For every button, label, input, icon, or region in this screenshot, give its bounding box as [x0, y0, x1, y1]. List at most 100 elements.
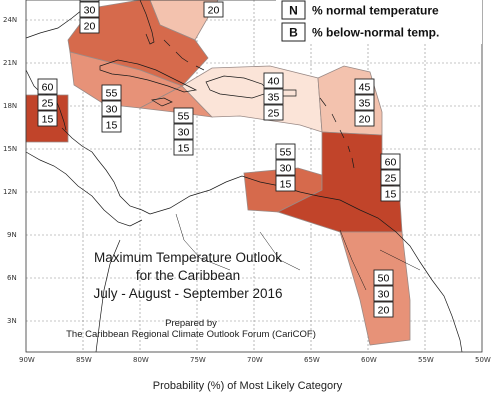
value-text-trinidad: 15 — [385, 189, 397, 201]
value-box-top-left — [79, 0, 100, 2]
value-box-top-left — [79, 1, 100, 18]
legend-key-normal: N — [289, 4, 298, 18]
value-text-hispaniola: 40 — [268, 76, 280, 88]
value-box-guianas — [373, 269, 394, 286]
value-box-jamaica — [173, 139, 194, 156]
value-box-hispaniola — [263, 88, 284, 105]
lon-label: 50W — [475, 356, 491, 364]
credit-line: The Caribbean Regional Climate Outlook F… — [66, 329, 316, 340]
value-box-guianas — [373, 301, 394, 318]
value-box-belize — [37, 94, 58, 111]
value-text-top-left: 50 — [84, 0, 96, 1]
value-text-central-west: 30 — [106, 104, 118, 116]
lon-label: 65W — [304, 356, 320, 364]
value-box-central-west — [101, 84, 122, 101]
legend-key-box — [281, 0, 306, 20]
value-box-abc-islands — [275, 175, 296, 192]
value-text-lesser-antilles-north: 45 — [359, 82, 371, 94]
value-text-hispaniola: 25 — [268, 108, 280, 120]
value-box-belize — [37, 110, 58, 127]
coast-jamaica — [151, 97, 173, 107]
value-text-lesser-antilles-north: 35 — [359, 98, 371, 110]
value-text-top-left: 20 — [84, 21, 96, 33]
legend-key-below: B — [289, 26, 298, 40]
lat-label: 18N — [3, 102, 17, 110]
value-text-trinidad: 25 — [385, 173, 397, 185]
legend: N % normal temperature B % below-normal … — [276, 0, 482, 44]
coast-central-america — [61, 127, 151, 215]
value-boxes: 20 50 30 20 60 25 15 55 30 15 55 30 15 40 35 25 45 35 20 55… — [37, 0, 401, 318]
value-box-trinidad — [380, 169, 401, 186]
value-text-jamaica: 15 — [178, 143, 190, 155]
legend-text-normal: % normal temperature — [312, 4, 439, 18]
credit-line: Prepared by — [165, 318, 217, 329]
map-frame — [25, 0, 483, 353]
lon-label: 90W — [19, 356, 35, 364]
lat-label: 24N — [3, 16, 17, 24]
value-box-central-west — [101, 116, 122, 133]
value-text-belize: 25 — [42, 98, 54, 110]
value-box-belize — [37, 78, 58, 95]
coast-bahamas — [163, 39, 205, 71]
title-line: for the Caribbean — [136, 268, 240, 283]
value-box-guianas — [373, 285, 394, 302]
coast-south-america-pacific — [95, 239, 121, 353]
value-text-guianas: 50 — [378, 273, 390, 285]
lat-label: 6N — [7, 274, 17, 282]
value-box-top-left — [79, 17, 100, 34]
value-text-central-west: 55 — [106, 88, 118, 100]
lon-label: 55W — [418, 356, 434, 364]
lon-label: 60W — [361, 356, 377, 364]
coast-south-america-north — [149, 175, 463, 353]
lon-label: 80W — [133, 356, 149, 364]
coastlines — [25, 0, 463, 353]
value-box-jamaica — [173, 123, 194, 140]
lat-label: 15N — [3, 145, 17, 153]
value-text-guianas: 30 — [378, 289, 390, 301]
lon-axis: 90W 85W 80W 75W 70W 65W 60W 55W 50W — [19, 356, 491, 364]
lat-label: 21N — [3, 59, 17, 67]
value-text-top-center: 20 — [208, 5, 220, 17]
value-box-jamaica — [173, 107, 194, 124]
value-box-hispaniola — [263, 104, 284, 121]
value-box-lesser-antilles-north — [354, 110, 375, 127]
lat-label: 3N — [7, 317, 17, 325]
value-box-abc-islands — [275, 143, 296, 160]
value-box-lesser-antilles-north — [354, 94, 375, 111]
value-text-abc-islands: 15 — [280, 179, 292, 191]
value-text-trinidad: 60 — [385, 157, 397, 169]
value-text-belize: 15 — [42, 114, 54, 126]
value-text-jamaica: 55 — [178, 111, 190, 123]
border-south-america — [175, 213, 421, 291]
lon-label: 85W — [76, 356, 92, 364]
value-text-top-left: 30 — [84, 5, 96, 17]
value-box-trinidad — [380, 185, 401, 202]
title-line: July - August - September 2016 — [93, 286, 282, 301]
legend-background — [276, 0, 482, 44]
value-text-lesser-antilles-north: 20 — [359, 114, 371, 126]
value-box-central-west — [101, 100, 122, 117]
value-box-trinidad — [380, 153, 401, 170]
coast-lesser-antilles — [319, 97, 355, 169]
map-caption: Probability (%) of Most Likely Category — [152, 380, 343, 392]
value-text-central-west: 15 — [106, 120, 118, 132]
value-box-abc-islands — [275, 159, 296, 176]
legend-text-below: % below-normal temp. — [312, 26, 439, 40]
lat-label: 12N — [3, 188, 17, 196]
lon-label: 75W — [190, 356, 206, 364]
lon-label: 70W — [247, 356, 263, 364]
coast-florida — [139, 0, 155, 45]
value-text-jamaica: 30 — [178, 127, 190, 139]
value-box-top-center — [203, 1, 224, 18]
lat-axis: 24N 21N 18N 15N 12N 9N 6N 3N — [3, 16, 17, 325]
title-block: Maximum Temperature Outlook for the Cari… — [66, 250, 316, 340]
value-text-guianas: 20 — [378, 305, 390, 317]
coast-hispaniola — [205, 75, 271, 99]
value-box-hispaniola — [263, 72, 284, 89]
value-text-belize: 60 — [42, 82, 54, 94]
legend-key-box — [281, 22, 306, 42]
lat-label: 9N — [7, 231, 17, 239]
coast-cuba — [99, 59, 198, 93]
value-text-abc-islands: 30 — [280, 163, 292, 175]
value-text-hispaniola: 35 — [268, 92, 280, 104]
